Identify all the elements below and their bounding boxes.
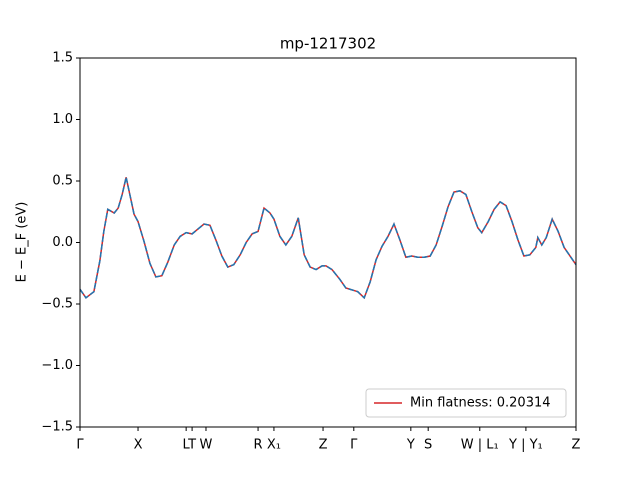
y-tick-label: 0.0 [52,235,73,250]
x-tick-label: W [200,438,213,453]
x-tick-label: Y | Y₁ [508,438,543,453]
x-tick-label: T [187,438,196,453]
x-tick-label: Z [572,438,581,453]
x-tick-label: W | L₁ [461,438,499,453]
x-tick-label: Y [406,438,415,453]
x-tick-label: X₁ [267,438,281,453]
legend-label: Min flatness: 0.20314 [410,396,551,411]
x-tick-label: Γ [76,438,84,453]
x-tick-label: L [183,438,191,453]
legend-box [365,388,567,418]
y-axis-label: E − E_F (eV) [15,202,30,283]
y-tick-label: 1.0 [52,112,73,127]
band-line [79,177,577,300]
x-tick-label: S [424,438,432,453]
y-tick-label: 0.5 [52,174,73,189]
x-tick-label: R [254,438,263,453]
x-tick-label: Z [319,438,328,453]
x-tick-label: X [134,438,143,453]
x-tick-label: Γ [350,438,358,453]
y-tick-label: −0.5 [41,297,73,312]
band-line [79,177,577,300]
y-tick-label: −1.0 [41,358,73,373]
y-tick-label: −1.5 [41,420,73,435]
plot-frame [79,57,577,428]
y-tick-label: 1.5 [52,51,73,66]
chart-title: mp-1217302 [280,35,376,53]
